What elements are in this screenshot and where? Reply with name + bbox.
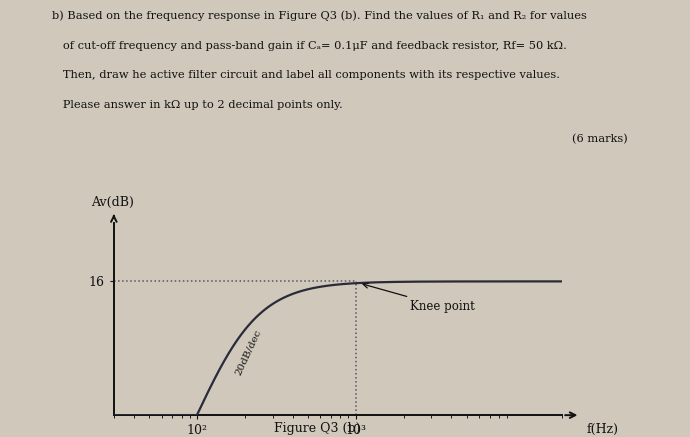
Text: 20dB/dec: 20dB/dec bbox=[233, 328, 263, 377]
Text: b) Based on the frequency response in Figure Q3 (b). Find the values of R₁ and R: b) Based on the frequency response in Fi… bbox=[52, 11, 586, 21]
Text: f(Hz): f(Hz) bbox=[587, 423, 619, 436]
Text: Knee point: Knee point bbox=[363, 283, 475, 313]
Text: (6 marks): (6 marks) bbox=[572, 134, 628, 145]
Text: Then, draw he active filter circuit and label all components with its respective: Then, draw he active filter circuit and … bbox=[52, 70, 560, 80]
Text: of cut-off frequency and pass-band gain if Cₐ= 0.1μF and feedback resistor, Rf= : of cut-off frequency and pass-band gain … bbox=[52, 41, 566, 51]
Text: Figure Q3 (b): Figure Q3 (b) bbox=[274, 422, 361, 435]
Text: Av(dB): Av(dB) bbox=[91, 196, 135, 209]
Text: Please answer in kΩ up to 2 decimal points only.: Please answer in kΩ up to 2 decimal poin… bbox=[52, 100, 342, 110]
